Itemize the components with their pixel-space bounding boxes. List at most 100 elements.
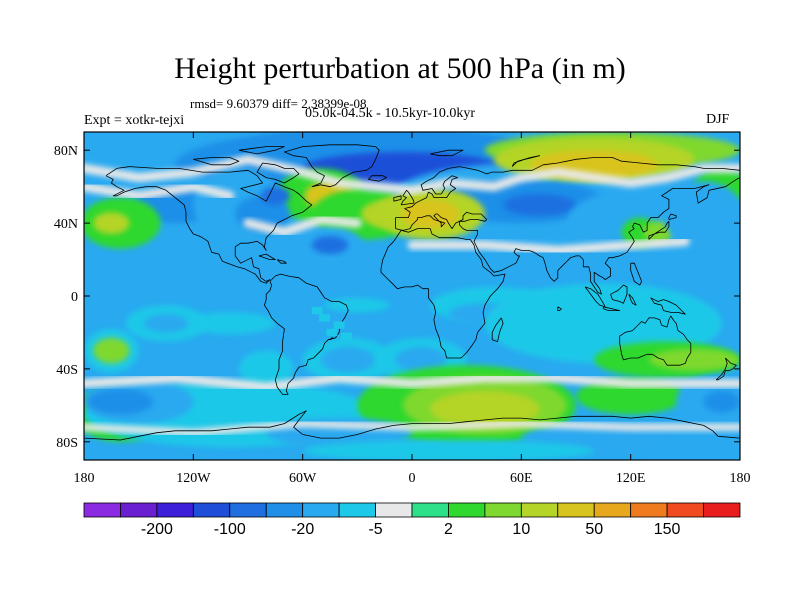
- coastline-21: [258, 253, 276, 260]
- chart-title: Height perturbation at 500 hPa (in m): [174, 52, 626, 85]
- neutral-band-1: [84, 182, 235, 201]
- colorbar-box-8: [375, 502, 413, 518]
- colorbar-box-13: [557, 502, 595, 518]
- colorbar-box-4: [229, 502, 267, 518]
- lon-tick-label-2: 60W: [289, 471, 317, 486]
- contour-patch-13: [260, 186, 290, 205]
- coastline-16: [628, 293, 637, 306]
- colorbar-box-9: [411, 502, 449, 518]
- neutral-band-5: [84, 419, 740, 437]
- contour-patch-29: [663, 181, 740, 247]
- coastline-4: [395, 177, 740, 295]
- coastline-24: [193, 157, 240, 166]
- colorbar-box-7: [338, 502, 376, 518]
- colorbar-label-0: -200: [141, 521, 173, 538]
- neutral-band-4: [84, 373, 740, 392]
- lon-tick-label-6: 180: [730, 471, 751, 486]
- period-line: 05.0k-04.5k - 10.5kyr-10.0kyr: [305, 106, 476, 121]
- coastline-8: [400, 189, 415, 206]
- coastline-20: [630, 262, 642, 286]
- lat-tick-label-4: 80S: [56, 436, 78, 451]
- coastline-23: [256, 162, 300, 184]
- coastline-29: [329, 337, 334, 341]
- coastline-5: [619, 315, 692, 366]
- coastline-7: [84, 410, 740, 441]
- neutral-band-3: [407, 236, 690, 255]
- contour-patch-31: [324, 297, 391, 313]
- coastline-12: [368, 175, 387, 182]
- coastline-17: [650, 297, 686, 315]
- coastline-6: [284, 144, 380, 188]
- coastline-25: [238, 146, 285, 155]
- colorbar-label-1: -100: [214, 521, 246, 538]
- coastline-15: [610, 284, 628, 304]
- contour-patch-19: [503, 193, 576, 216]
- colorbar-label-6: 50: [585, 521, 603, 538]
- coastline-1: [264, 273, 349, 395]
- axis-ticks: 80N 40N 0 40S 80S 180 120W 60W 0 60E 120E 180: [54, 132, 751, 486]
- contour-patch-41: [320, 347, 376, 373]
- colorbar-box-3: [192, 502, 231, 518]
- contour-patch-39: [144, 314, 188, 333]
- lat-tick-label-3: 40S: [56, 363, 78, 378]
- marker-3: [326, 328, 338, 337]
- colorbar-box-2: [156, 502, 194, 518]
- coastline-26: [430, 149, 464, 157]
- neutral-band-2: [243, 214, 362, 237]
- marker-0: [311, 306, 323, 315]
- lon-tick-label-4: 60E: [510, 471, 533, 486]
- colorbar: -200 -100 -20 -5 2 10 50 150: [83, 502, 741, 538]
- colorbar-label-7: 150: [654, 521, 681, 538]
- colorbar-box-5: [265, 502, 304, 518]
- lon-tick-label-5: 120E: [616, 471, 646, 486]
- coastline-10: [648, 220, 670, 240]
- coastline-19: [715, 357, 737, 381]
- contour-patch-46: [238, 350, 294, 388]
- contour-patch-56: [703, 390, 740, 413]
- coastline-2: [380, 228, 506, 359]
- coastline-28: [557, 306, 562, 311]
- coastline-11: [668, 213, 677, 220]
- colorbar-box-16: [666, 502, 704, 518]
- lat-tick-label-0: 80N: [54, 144, 78, 159]
- colorbar-box-14: [593, 502, 632, 518]
- colorbar-box-11: [484, 502, 522, 518]
- colorbar-label-3: -5: [368, 521, 382, 538]
- coastline-18: [491, 317, 504, 342]
- contour-patch-43: [395, 347, 447, 373]
- neutral-bands: [84, 154, 740, 437]
- colorbar-box-6: [302, 502, 340, 518]
- colorbar-box-10: [448, 502, 486, 518]
- colorbar-label-5: 10: [512, 521, 530, 538]
- colorbar-box-1: [120, 502, 158, 518]
- contour-patch-59: [302, 439, 595, 460]
- colorbar-label-2: -20: [291, 521, 314, 538]
- colorbar-label-4: 2: [444, 521, 453, 538]
- markers: [311, 306, 352, 340]
- coastline-22: [276, 259, 287, 264]
- contour-patch-14: [233, 241, 300, 278]
- experiment-label: Expt = xotkr-tejxi: [84, 113, 185, 128]
- contour-patch-50: [87, 388, 154, 415]
- colorbar-box-0: [83, 502, 121, 518]
- coastline-3: [395, 157, 740, 229]
- neutral-band-0: [84, 154, 740, 195]
- lon-tick-label-0: 180: [74, 471, 95, 486]
- coastline-14: [602, 306, 621, 311]
- colorbar-box-17: [703, 502, 741, 518]
- lat-tick-label-1: 40N: [54, 217, 78, 232]
- contour-patch-10: [93, 212, 130, 235]
- lon-tick-label-1: 120W: [176, 471, 211, 486]
- coastline-27: [511, 155, 540, 167]
- marker-1: [319, 314, 330, 322]
- marker-2: [333, 321, 345, 329]
- coastline-0: [105, 166, 313, 284]
- contour-patch-37: [93, 337, 130, 364]
- lon-tick-label-3: 0: [409, 471, 416, 486]
- marker-4: [340, 332, 352, 340]
- stats-line: rmsd= 9.60379 diff= 2.38399e-08: [190, 96, 367, 111]
- coastlines: [84, 144, 740, 441]
- contour-patch-16: [311, 235, 349, 255]
- contour-patch-30: [184, 312, 276, 335]
